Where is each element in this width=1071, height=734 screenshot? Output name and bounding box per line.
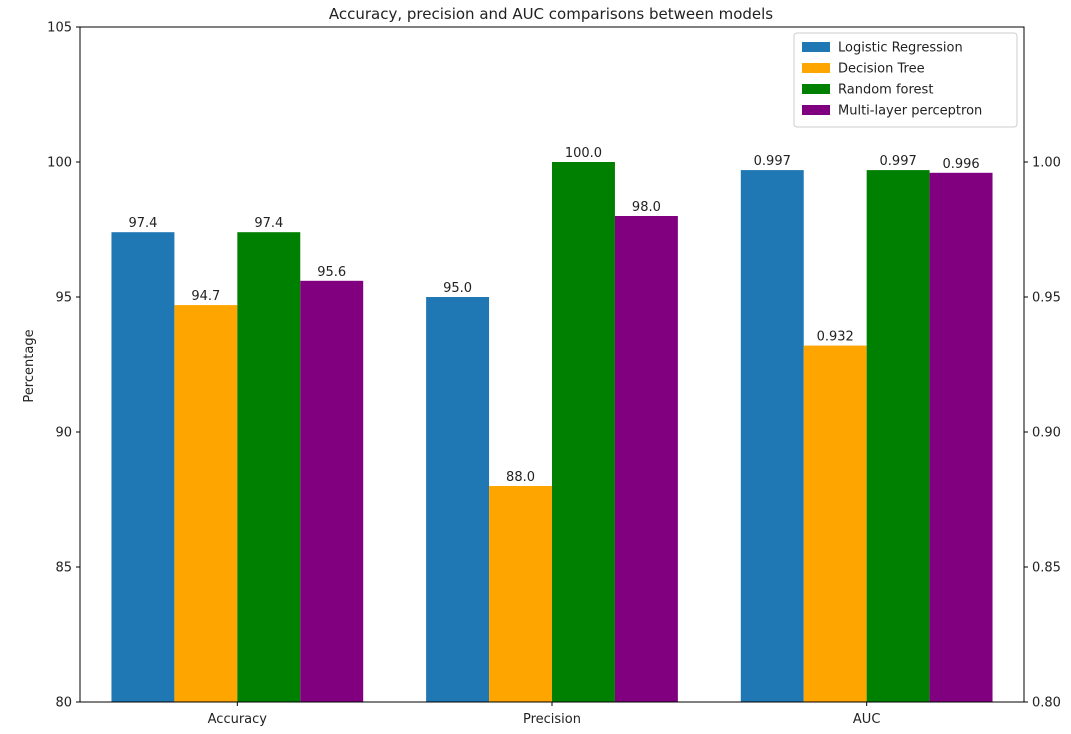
x-axis: Accuracy Precision AUC [208,702,881,727]
bar-0-2 [740,170,804,703]
data-label-1-0: 94.7 [191,289,220,304]
legend: Logistic Regression Decision Tree Random f… [793,32,1018,128]
data-label-3-1: 98.0 [632,200,661,215]
left-y-axis: 80 85 90 95 100 105 [47,21,80,711]
data-label-2-0: 97.4 [254,216,283,231]
legend-label-0: Logistic Regression [838,41,963,56]
bar-3-0 [300,280,364,702]
data-label-1-2: 0.932 [817,330,854,345]
left-tick-label: 100 [47,156,72,171]
bar-0-0 [111,232,175,702]
left-tick-label: 105 [47,21,72,36]
left-tick-label: 80 [55,696,72,711]
left-tick-label: 95 [55,291,72,306]
bar-1-0 [174,305,238,702]
bar-2-0 [237,232,301,702]
legend-label-3: Multi-layer perceptron [838,104,982,119]
right-tick-label: 0.90 [1032,426,1061,441]
right-tick-label: 0.95 [1032,291,1061,306]
bar-1-1 [489,486,552,702]
legend-label-2: Random forest [838,83,933,98]
bar-2-1 [552,162,615,702]
right-tick-label: 1.00 [1032,156,1061,171]
x-tick-label-0: Accuracy [208,712,268,727]
data-label-2-2: 0.997 [880,154,917,169]
x-tick-label-1: Precision [523,712,581,727]
data-label-0-1: 95.0 [443,281,472,296]
legend-swatch-3 [802,105,830,115]
bars [111,162,993,703]
bar-3-2 [929,172,993,703]
left-tick-label: 90 [55,426,72,441]
legend-swatch-2 [802,84,830,94]
right-tick-label: 0.80 [1032,696,1061,711]
legend-label-1: Decision Tree [838,62,925,77]
data-label-0-2: 0.997 [754,154,791,169]
right-tick-label: 0.85 [1032,561,1061,576]
data-label-1-1: 88.0 [506,470,535,485]
data-label-3-0: 95.6 [317,265,346,280]
data-label-0-0: 97.4 [128,216,157,231]
bar-2-2 [866,170,930,703]
bar-3-1 [614,216,678,702]
legend-swatch-0 [802,42,830,52]
bar-1-2 [803,345,867,702]
data-label-3-2: 0.996 [942,157,979,172]
y-axis-label: Percentage [22,329,37,402]
data-labels: 97.4 94.7 97.4 95.6 95.0 88.0 100.0 98.0 0.997 0.… [128,146,979,485]
bar-0-1 [426,297,490,702]
left-tick-label: 85 [55,561,72,576]
right-y-axis: 0.80 0.85 0.90 0.95 1.00 [1024,156,1061,711]
legend-box [793,32,1018,128]
x-tick-label-2: AUC [853,712,881,727]
chart-title: Accuracy, precision and AUC comparisons … [329,5,773,23]
legend-swatch-1 [802,63,830,73]
data-label-2-1: 100.0 [565,146,602,161]
